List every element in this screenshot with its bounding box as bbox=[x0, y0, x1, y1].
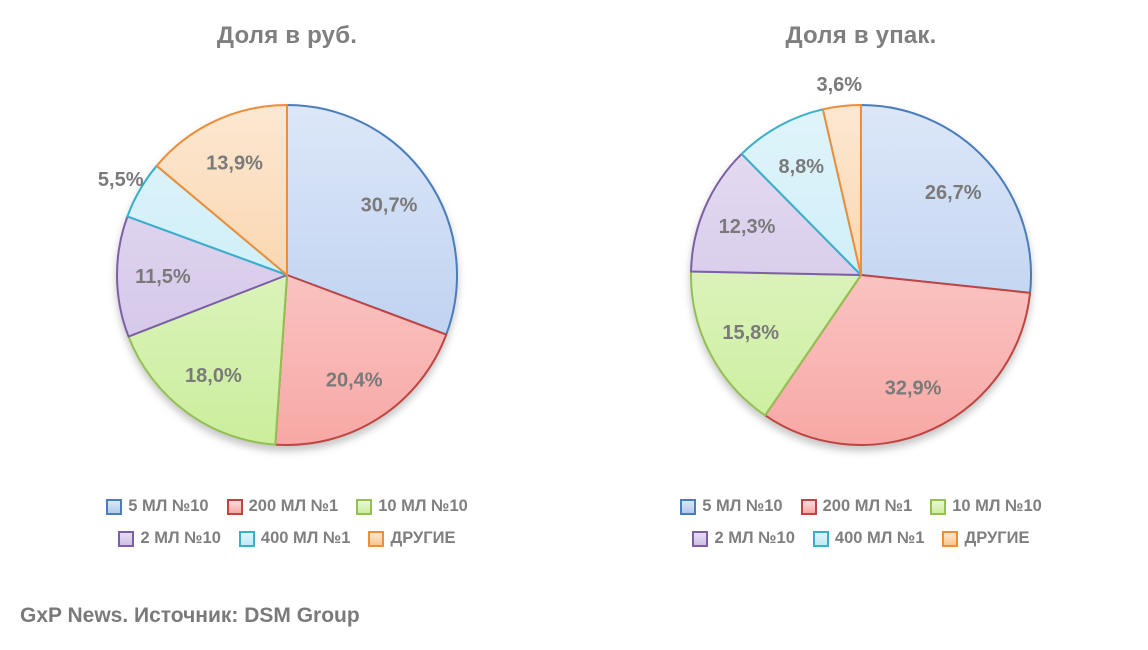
source-note: GxP News. Источник: DSM Group bbox=[20, 604, 360, 627]
pie-slice-others bbox=[821, 104, 862, 276]
pie-slice-200ml-n1 bbox=[274, 274, 448, 446]
legend-swatch-others bbox=[942, 530, 959, 547]
legend-label-200ml-n1: 200 МЛ №1 bbox=[248, 497, 339, 515]
pie-slice-2ml-n10 bbox=[690, 152, 862, 276]
legend-swatch-400ml-n1 bbox=[238, 530, 255, 547]
legend-item-2ml-n10: 2 МЛ №10 bbox=[118, 529, 221, 548]
slice-label-others: 3,6% bbox=[817, 74, 863, 96]
legend-swatch-200ml-n1 bbox=[800, 498, 817, 515]
chart-title-packs: Доля в упак. bbox=[785, 22, 937, 49]
pie-body bbox=[690, 104, 1032, 446]
legend-item-5ml-n10: 5 МЛ №10 bbox=[106, 497, 209, 516]
pie-chart-packs: Доля в упак. 26,7% 32,9% 15,8% 12,3% 8,8% 3,6… bbox=[574, 0, 1148, 600]
legend-item-400ml-n1: 400 МЛ №1 bbox=[812, 529, 925, 548]
legend-item-others: ДРУГИЕ bbox=[368, 529, 456, 548]
legend-item-10ml-n10: 10 МЛ №10 bbox=[930, 497, 1042, 516]
legend-label-200ml-n1: 200 МЛ №1 bbox=[822, 497, 913, 515]
legend-swatch-2ml-n10 bbox=[118, 530, 135, 547]
legend-swatch-5ml-n10 bbox=[680, 498, 697, 515]
legend-label-5ml-n10: 5 МЛ №10 bbox=[128, 497, 209, 515]
slice-label-200ml-n1: 20,4% bbox=[326, 369, 383, 391]
pie-chart-rubles: Доля в руб. 30,7% 20,4% 18,0% 11,5% 5,5% 13,9… bbox=[0, 0, 574, 600]
pie-slice-10ml-n10 bbox=[127, 274, 288, 446]
legend-item-400ml-n1: 400 МЛ №1 bbox=[238, 529, 351, 548]
legend-swatch-10ml-n10 bbox=[356, 498, 373, 515]
slice-label-400ml-n1: 8,8% bbox=[779, 156, 825, 178]
legend-packs: 5 МЛ №10 200 МЛ №1 10 МЛ №10 2 МЛ №10 400 МЛ… bbox=[574, 497, 1148, 548]
legend-label-2ml-n10: 2 МЛ №10 bbox=[140, 529, 221, 547]
pie-slice-5ml-n10 bbox=[286, 104, 458, 336]
legend-item-200ml-n1: 200 МЛ №1 bbox=[226, 497, 339, 516]
legend-swatch-2ml-n10 bbox=[692, 530, 709, 547]
pie-slice-others bbox=[155, 104, 288, 276]
legend-label-400ml-n1: 400 МЛ №1 bbox=[834, 529, 925, 547]
slice-label-200ml-n1: 32,9% bbox=[885, 378, 942, 400]
pie-packs-svg: 26,7% 32,9% 15,8% 12,3% 8,8% 3,6% bbox=[690, 74, 1032, 446]
legend-row: 2 МЛ №10 400 МЛ №1 ДРУГИЕ bbox=[118, 529, 456, 548]
chart-title-rubles: Доля в руб. bbox=[216, 22, 358, 49]
legend-label-others: ДРУГИЕ bbox=[964, 529, 1030, 547]
pie-slice-5ml-n10 bbox=[860, 104, 1032, 294]
slice-label-2ml-n10: 12,3% bbox=[719, 216, 776, 238]
pie-slice-10ml-n10 bbox=[690, 270, 862, 417]
legend-label-others: ДРУГИЕ bbox=[390, 529, 456, 547]
legend-row: 2 МЛ №10 400 МЛ №1 ДРУГИЕ bbox=[692, 529, 1030, 548]
legend-swatch-200ml-n1 bbox=[226, 498, 243, 515]
pie-slice-200ml-n1 bbox=[764, 274, 1032, 446]
slice-label-others: 13,9% bbox=[206, 153, 263, 175]
legend-label-5ml-n10: 5 МЛ №10 bbox=[702, 497, 783, 515]
legend-swatch-5ml-n10 bbox=[106, 498, 123, 515]
pie-rubles-svg: 30,7% 20,4% 18,0% 11,5% 5,5% 13,9% bbox=[98, 104, 458, 446]
legend-swatch-others bbox=[368, 530, 385, 547]
pie-slice-2ml-n10 bbox=[116, 215, 288, 338]
legend-item-10ml-n10: 10 МЛ №10 bbox=[356, 497, 468, 516]
legend-label-2ml-n10: 2 МЛ №10 bbox=[714, 529, 795, 547]
legend-label-400ml-n1: 400 МЛ №1 bbox=[260, 529, 351, 547]
legend-swatch-10ml-n10 bbox=[930, 498, 947, 515]
legend-item-200ml-n1: 200 МЛ №1 bbox=[800, 497, 913, 516]
legend-row: 5 МЛ №10 200 МЛ №1 10 МЛ №10 bbox=[106, 497, 468, 516]
slice-label-10ml-n10: 15,8% bbox=[722, 322, 779, 344]
legend-item-others: ДРУГИЕ bbox=[942, 529, 1030, 548]
slice-label-5ml-n10: 26,7% bbox=[925, 182, 982, 204]
legend-label-10ml-n10: 10 МЛ №10 bbox=[952, 497, 1042, 515]
pie-body bbox=[116, 104, 458, 446]
legend-item-2ml-n10: 2 МЛ №10 bbox=[692, 529, 795, 548]
slice-label-400ml-n1: 5,5% bbox=[98, 169, 144, 191]
legend-row: 5 МЛ №10 200 МЛ №1 10 МЛ №10 bbox=[680, 497, 1042, 516]
pie-slice-400ml-n1 bbox=[740, 108, 862, 276]
legend-swatch-400ml-n1 bbox=[812, 530, 829, 547]
slice-label-5ml-n10: 30,7% bbox=[361, 194, 418, 216]
slice-label-2ml-n10: 11,5% bbox=[135, 266, 191, 288]
slice-label-10ml-n10: 18,0% bbox=[185, 365, 242, 387]
legend-label-10ml-n10: 10 МЛ №10 bbox=[378, 497, 468, 515]
legend-item-5ml-n10: 5 МЛ №10 bbox=[680, 497, 783, 516]
legend-rubles: 5 МЛ №10 200 МЛ №1 10 МЛ №10 2 МЛ №10 400 МЛ… bbox=[0, 497, 574, 548]
